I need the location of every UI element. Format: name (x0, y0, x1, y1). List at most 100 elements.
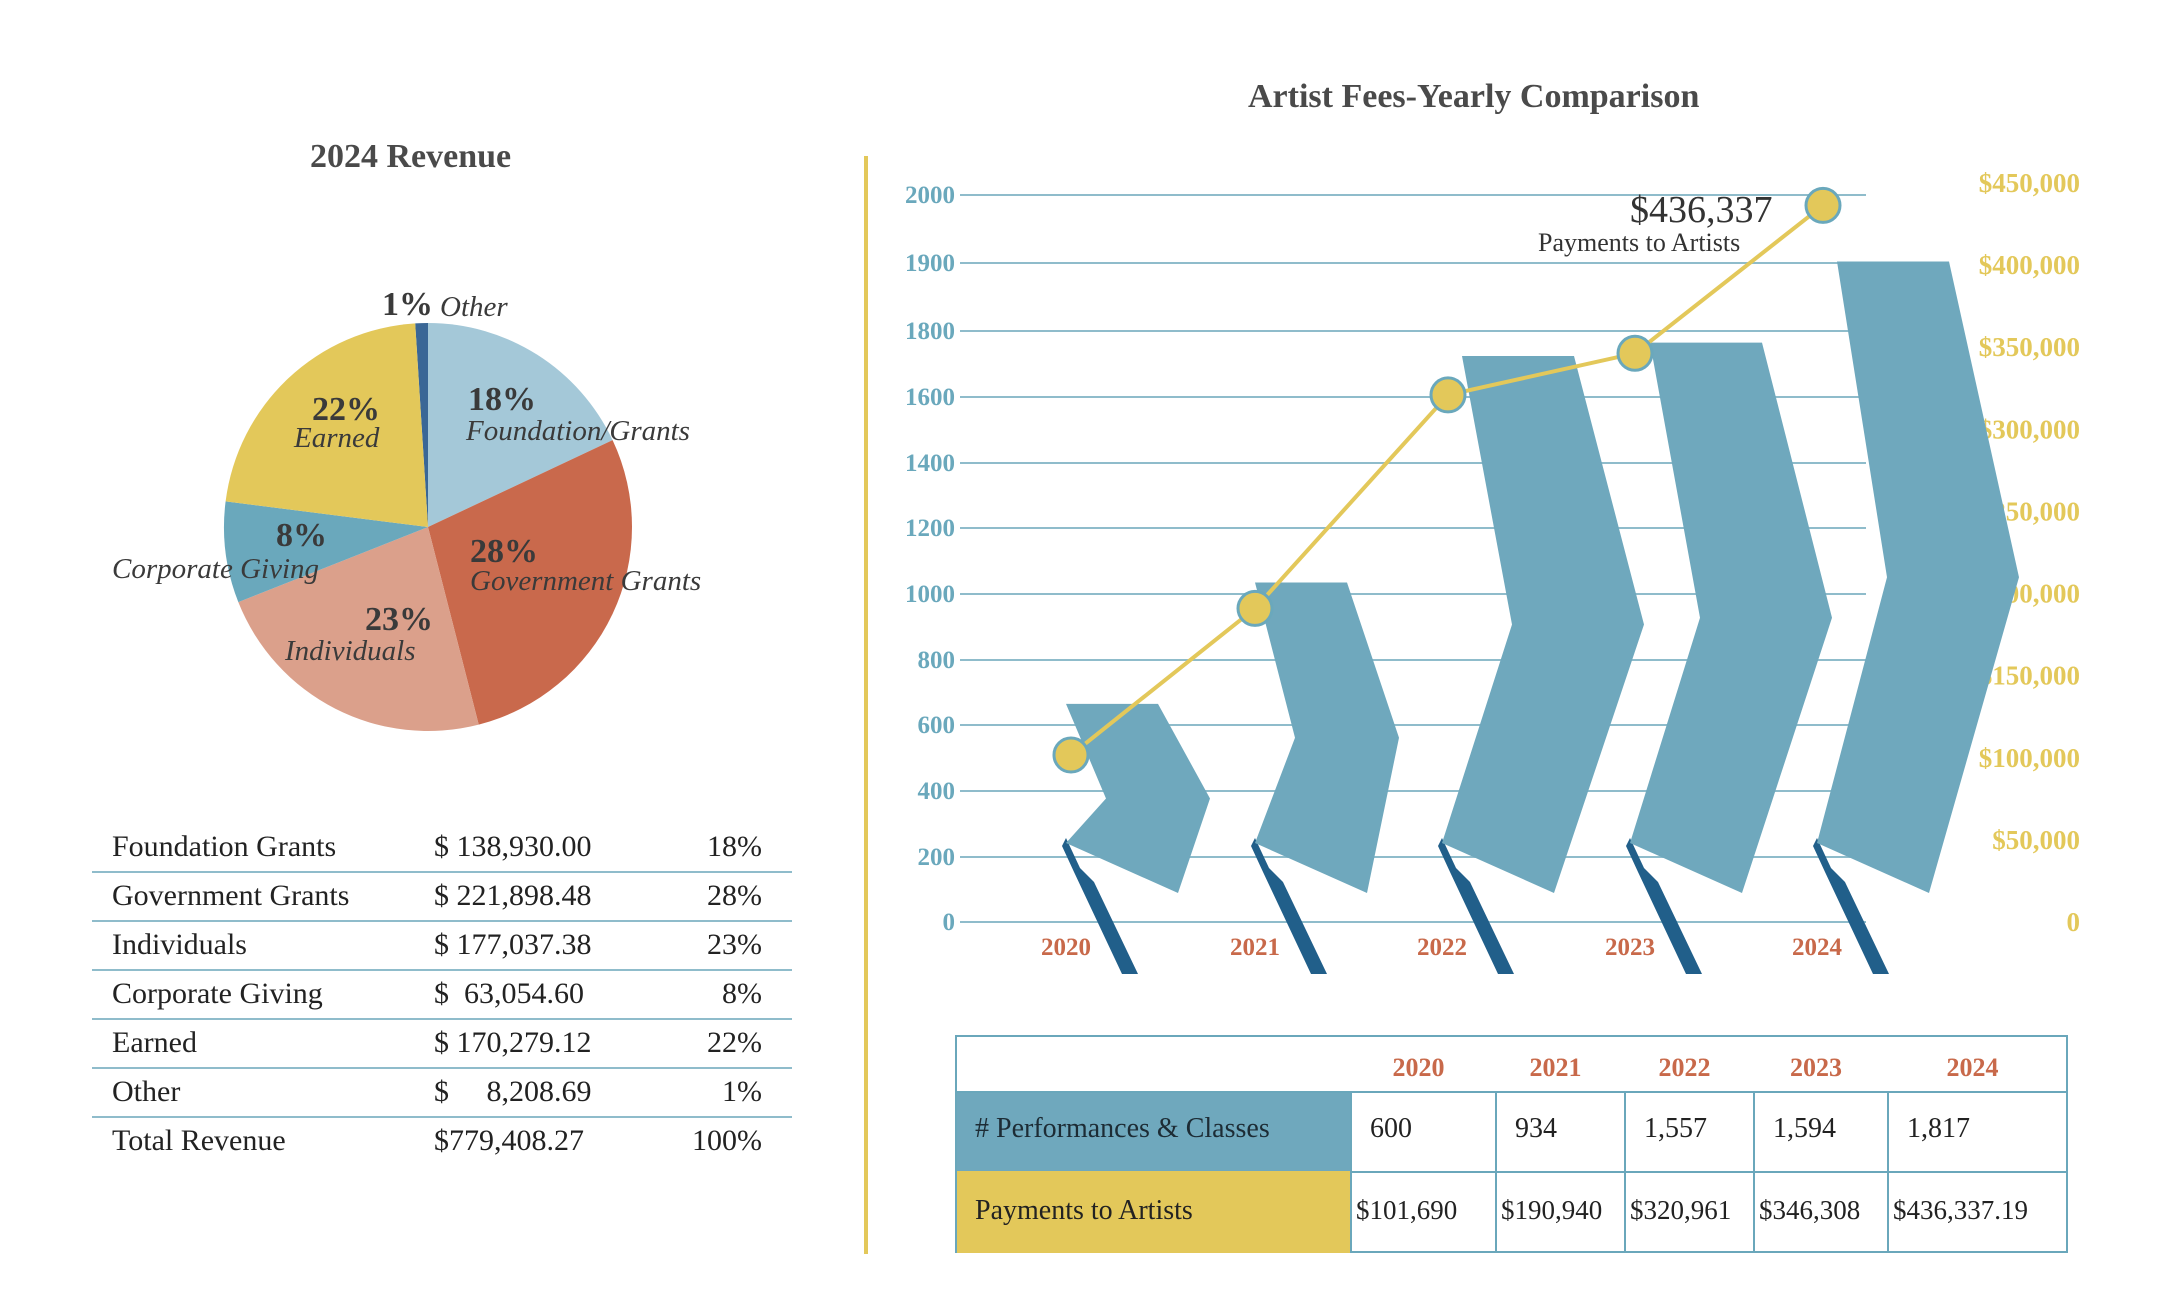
annotation-value: $436,337 (1630, 189, 1773, 231)
left-tick-label: 200 (918, 844, 956, 871)
perf-year-header: 2023 (1790, 1053, 1842, 1082)
left-tick-label: 600 (918, 712, 956, 739)
perf-year-header: 2021 (1529, 1053, 1582, 1082)
revenue-pct: 1% (722, 1075, 762, 1108)
revenue-label: Foundation Grants (112, 830, 337, 863)
revenue-row: Government Grants $ 221,898.48 28% (92, 873, 792, 922)
revenue-row: Total Revenue $779,408.27 100% (92, 1118, 792, 1165)
perf-count-cell: 934 (1515, 1113, 1557, 1144)
right-tick-label: 0 (2067, 907, 2081, 937)
perf-count-cell: 600 (1370, 1113, 1412, 1144)
revenue-amount: $ 138,930.00 (434, 830, 592, 863)
bar-2024 (1817, 261, 2019, 893)
x-tick-label: 2021 (1230, 934, 1280, 961)
left-tick-label: 1800 (905, 318, 955, 345)
pie-name-label-0: Other (440, 291, 508, 323)
pie-slice-foundation-grants (428, 323, 613, 527)
revenue-pct: 8% (722, 977, 762, 1010)
left-tick-label: 1400 (905, 450, 955, 477)
perf-count-cell: 1,594 (1773, 1113, 1836, 1144)
row2-label: Payments to Artists (975, 1195, 1193, 1226)
row2-label-bg (957, 1171, 1350, 1253)
revenue-label: Individuals (112, 928, 247, 961)
bar-2023 (1630, 342, 1832, 893)
pie-name-label-3: Individuals (284, 635, 416, 667)
pie-pct-label-3: 23% (365, 601, 433, 638)
revenue-amount: $ 170,279.12 (434, 1026, 592, 1059)
left-tick-label: 1900 (905, 250, 955, 277)
right-tick-label: $400,000 (1979, 250, 2080, 280)
payments-point-2024 (1804, 186, 1842, 224)
x-tick-label: 2023 (1605, 934, 1655, 961)
revenue-table: Foundation Grants $ 138,930.00 18% Governme… (92, 824, 792, 1165)
left-tick-label: 800 (918, 647, 956, 674)
table-divider (1753, 1091, 1755, 1253)
revenue-title: 2024 Revenue (310, 138, 512, 175)
bar-2020 (1066, 703, 1210, 893)
perf-year-header: 2024 (1946, 1053, 1999, 1082)
payments-point-2021 (1236, 589, 1274, 627)
revenue-pct: 28% (707, 879, 762, 912)
left-tick-label: 1000 (905, 581, 955, 608)
x-tick-label: 2024 (1792, 934, 1843, 961)
perf-year-header: 2022 (1658, 1053, 1711, 1082)
perf-count-cell: 1,817 (1907, 1113, 1970, 1144)
left-tick-label: 1600 (905, 384, 955, 411)
revenue-pct: 100% (692, 1124, 762, 1157)
table-divider (1350, 1091, 1352, 1253)
left-tick-label: 1200 (905, 515, 955, 542)
left-tick-label: 0 (943, 909, 956, 936)
revenue-label: Earned (112, 1026, 197, 1059)
table-divider (1887, 1091, 1889, 1253)
left-tick-label: 400 (918, 778, 956, 805)
payments-point-2020 (1052, 736, 1090, 774)
table-divider (1624, 1091, 1626, 1253)
right-tick-label: $100,000 (1979, 743, 2080, 773)
right-tick-label: $50,000 (1992, 825, 2080, 855)
right-tick-label: $150,000 (1979, 661, 2080, 691)
bar-tail-2021 (1251, 838, 1327, 974)
revenue-row: Corporate Giving $ 63,054.60 8% (92, 971, 792, 1020)
revenue-row: Other $ 8,208.69 1% (92, 1069, 792, 1118)
revenue-amount: $ 8,208.69 (434, 1075, 592, 1108)
revenue-label: Total Revenue (112, 1124, 286, 1157)
pie-name-label-4: Corporate Giving (112, 553, 319, 585)
payments-point-2023 (1616, 334, 1654, 372)
bar-tail-2023 (1626, 838, 1702, 974)
x-tick-label: 2020 (1041, 934, 1091, 961)
pie-pct-label-5: 22% (312, 391, 380, 428)
pie-name-label-2: Government Grants (470, 565, 701, 597)
revenue-row: Individuals $ 177,037.38 23% (92, 922, 792, 971)
pie-slice-individuals (238, 527, 479, 731)
revenue-amount: $ 63,054.60 (434, 977, 584, 1010)
pie-slice-other (415, 323, 428, 527)
perf-payment-cell: $190,940 (1501, 1195, 1603, 1225)
revenue-label: Other (112, 1075, 181, 1108)
performance-table: # Performances & Classes Payments to Art… (955, 1035, 2068, 1253)
pie-pct-label-0: 1% (382, 286, 433, 323)
annotation-label: Payments to Artists (1538, 228, 1741, 257)
payments-point-2022 (1429, 376, 1467, 414)
pie-slice-corporate-giving (224, 501, 428, 603)
pie-name-label-5: Earned (293, 422, 380, 454)
right-tick-label: $350,000 (1979, 332, 2080, 362)
row1-label: # Performances & Classes (975, 1113, 1270, 1144)
bar-tail-2022 (1438, 838, 1514, 974)
pie-pct-label-4: 8% (276, 517, 327, 554)
section-divider (864, 156, 868, 1254)
pie-slice-government-grants (428, 440, 632, 725)
revenue-pct: 18% (707, 830, 762, 863)
revenue-pct: 22% (707, 1026, 762, 1059)
bar-2021 (1255, 582, 1399, 893)
pie-name-label-1: Foundation/Grants (465, 415, 690, 447)
perf-count-cell: 1,557 (1644, 1113, 1707, 1144)
table-divider (1495, 1091, 1497, 1253)
revenue-amount: $ 221,898.48 (434, 879, 592, 912)
perf-payment-cell: $320,961 (1630, 1195, 1732, 1225)
pie-pct-label-1: 18% (468, 381, 536, 418)
revenue-row: Foundation Grants $ 138,930.00 18% (92, 824, 792, 873)
bar-2022 (1442, 356, 1644, 893)
row1-label-bg (957, 1091, 1350, 1171)
